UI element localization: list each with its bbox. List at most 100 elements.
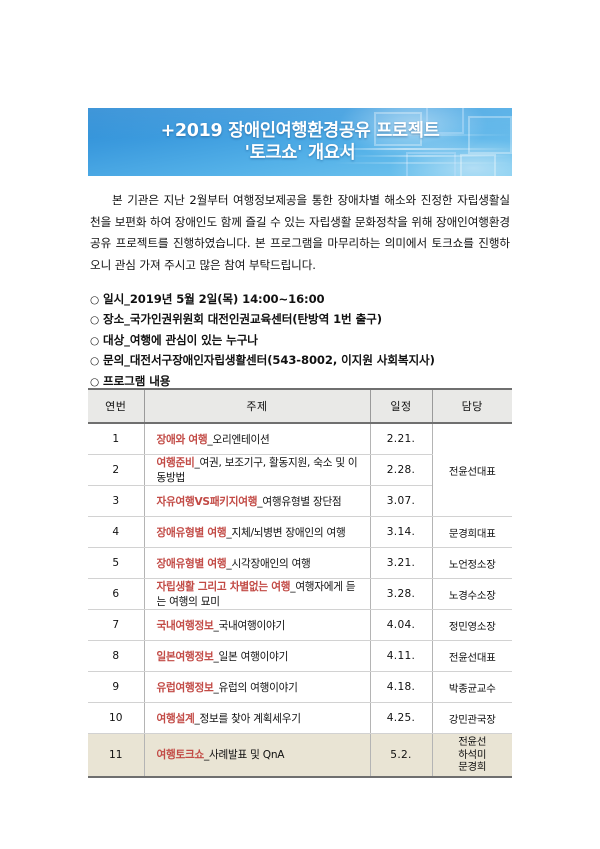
bullet-marker-icon: ○ — [90, 375, 100, 388]
cell-owner: 문경희대표 — [431, 516, 512, 548]
cell-owner: 전윤선대표 — [431, 640, 512, 672]
table-row: 5 장애유형별 여행_시각장애인의 여행 3.21. 노언정소장 — [88, 547, 512, 579]
title-banner: +2019 장애인여행환경공유 프로젝트 '토크쇼' 개요서 — [88, 108, 512, 176]
bullet-text-contact: 문의_대전서구장애인자립생활센터(543-8002, 이지원 사회복지사) — [103, 353, 435, 368]
bullet-text-audience: 대상_여행에 관심이 있는 누구나 — [103, 332, 258, 347]
cell-date: 4.11. — [369, 640, 433, 672]
banner-title-line-1: +2019 장애인여행환경공유 프로젝트 — [160, 121, 440, 141]
cell-owner: 전윤선 하석미 문경희 — [431, 733, 512, 778]
cell-date: 4.04. — [369, 609, 433, 641]
banner-title-line-2: '토크쇼' 개요서 — [244, 143, 356, 163]
topic-detail: _유럽의 여행이야기 — [213, 681, 298, 694]
topic-detail: _여행유형별 장단점 — [257, 495, 342, 508]
cell-no: 7 — [88, 609, 145, 641]
cell-date: 4.18. — [369, 671, 433, 703]
table-body: 1 장애와 여행_오리엔테이션 2.21. 전윤선대표 2 여행준비_여권, 보조기구, … — [88, 423, 512, 778]
cell-topic: 장애유형별 여행_시각장애인의 여행 — [143, 547, 371, 579]
cell-topic: 장애유형별 여행_지체/뇌병변 장애인의 여행 — [143, 516, 371, 548]
table-row: 6 자립생활 그리고 차별없는 여행_여행자에게 듣는 여행의 묘미 3.28. 노경… — [88, 578, 512, 610]
topic-keyword: 국내여행정보 — [156, 619, 214, 632]
table-row: 11 여행토크쇼_사례발표 및 QnA 5.2. 전윤선 하석미 문경희 — [88, 733, 512, 778]
cell-no: 4 — [88, 516, 145, 548]
topic-keyword: 일본여행정보 — [156, 650, 214, 663]
topic-detail: _여행자에게 듣는 여행의 묘미 — [156, 581, 356, 608]
cell-no: 3 — [88, 485, 145, 517]
bullet-marker-icon: ○ — [90, 355, 100, 368]
cell-date: 3.28. — [369, 578, 433, 610]
cell-no: 5 — [88, 547, 145, 579]
owner-name: 하석미 — [458, 748, 487, 761]
cell-topic: 여행토크쇼_사례발표 및 QnA — [143, 733, 371, 778]
topic-keyword: 여행토크쇼 — [156, 749, 205, 762]
cell-topic: 유럽여행정보_유럽의 여행이야기 — [143, 671, 371, 703]
cell-date: 2.21. — [369, 423, 433, 455]
list-item: ○ 문의_대전서구장애인자립생활센터(543-8002, 이지원 사회복지사) — [90, 352, 510, 371]
cell-owner: 노경수소장 — [431, 578, 512, 610]
cell-date: 3.07. — [369, 485, 432, 517]
cell-date: 5.2. — [369, 733, 433, 778]
table-row: 7 국내여행정보_국내여행이야기 4.04. 정민영소장 — [88, 609, 512, 641]
topic-detail: _오리엔테이션 — [207, 433, 270, 446]
cell-no: 9 — [88, 671, 145, 703]
topic-detail: _정보를 찾아 계획세우기 — [194, 712, 302, 725]
table-header-row: 연번 주제 일정 담당 — [88, 388, 512, 424]
cell-topic: 일본여행정보_일본 여행이야기 — [143, 640, 371, 672]
topic-keyword: 여행설계 — [156, 712, 195, 725]
cell-topic: 장애와 여행_오리엔테이션 — [143, 423, 371, 455]
cell-topic: 자립생활 그리고 차별없는 여행_여행자에게 듣는 여행의 묘미 — [143, 578, 371, 610]
topic-keyword: 여행준비 — [156, 457, 195, 469]
topic-keyword: 장애와 여행 — [156, 433, 208, 446]
cell-owner: 강민관국장 — [431, 702, 512, 734]
topic-detail: _사례발표 및 QnA — [203, 749, 285, 762]
column-header-no: 연번 — [88, 388, 145, 424]
topic-detail: _여권, 보조기구, 활동지원, 숙소 및 이동방법 — [156, 457, 358, 484]
cell-topic: 국내여행정보_국내여행이야기 — [143, 609, 371, 641]
program-table-wrapper: 연번 주제 일정 담당 1 장애와 여행_오리엔테이션 2.21. 전윤선대표 2 여행준… — [88, 388, 512, 778]
topic-detail: _시각장애인의 여행 — [226, 557, 311, 570]
cell-no: 1 — [88, 423, 145, 455]
topic-keyword: 자유여행VS패키지여행 — [156, 495, 258, 508]
column-header-date: 일정 — [369, 388, 433, 424]
bullet-text-datetime: 일시_2019년 5월 2일(목) 14:00~16:00 — [103, 292, 325, 306]
list-item: ○ 대상_여행에 관심이 있는 누구나 — [90, 332, 510, 351]
table-row: 2 여행준비_여권, 보조기구, 활동지원, 숙소 및 이동방법 2.28. — [88, 454, 512, 486]
cell-date: 4.25. — [369, 702, 433, 734]
info-bullet-list: ○ 일시_2019년 5월 2일(목) 14:00~16:00 ○ 장소_국가인… — [90, 291, 510, 393]
cell-topic: 자유여행VS패키지여행_여행유형별 장단점 — [143, 485, 371, 517]
bullet-marker-icon: ○ — [90, 314, 100, 327]
bullet-marker-icon: ○ — [90, 334, 100, 347]
table-row: 3 자유여행VS패키지여행_여행유형별 장단점 3.07. — [88, 485, 512, 517]
bullet-marker-icon: ○ — [90, 294, 100, 306]
table-row: 1 장애와 여행_오리엔테이션 2.21. 전윤선대표 — [88, 423, 512, 517]
program-table: 연번 주제 일정 담당 1 장애와 여행_오리엔테이션 2.21. 전윤선대표 2 여행준… — [88, 388, 512, 778]
column-header-topic: 주제 — [143, 388, 371, 424]
banner-title: +2019 장애인여행환경공유 프로젝트 '토크쇼' 개요서 — [88, 108, 512, 176]
cell-no: 8 — [88, 640, 145, 672]
cell-topic: 여행설계_정보를 찾아 계획세우기 — [143, 702, 371, 734]
list-item: ○ 장소_국가인권위원회 대전인권교육센터(탄방역 1번 출구) — [90, 311, 510, 330]
cell-no: 6 — [88, 578, 145, 610]
cell-no: 11 — [88, 733, 145, 778]
column-header-owner: 담당 — [431, 388, 512, 424]
table-row: 8 일본여행정보_일본 여행이야기 4.11. 전윤선대표 — [88, 640, 512, 672]
cell-date: 2.28. — [369, 454, 432, 486]
topic-detail: _일본 여행이야기 — [213, 650, 289, 663]
topic-keyword: 자립생활 그리고 차별없는 여행 — [156, 581, 291, 593]
cell-topic: 여행준비_여권, 보조기구, 활동지원, 숙소 및 이동방법 — [143, 454, 371, 486]
table-row: 10 여행설계_정보를 찾아 계획세우기 4.25. 강민관국장 — [88, 702, 512, 734]
cell-date: 3.21. — [369, 547, 433, 579]
bullet-text-program: 프로그램 내용 — [103, 373, 171, 388]
bullet-text-location: 장소_국가인권위원회 대전인권교육센터(탄방역 1번 출구) — [103, 312, 382, 327]
cell-no: 2 — [88, 454, 145, 486]
table-row: 9 유럽여행정보_유럽의 여행이야기 4.18. 박종균교수 — [88, 671, 512, 703]
list-item: ○ 프로그램 내용 — [90, 373, 510, 392]
table-row: 4 장애유형별 여행_지체/뇌병변 장애인의 여행 3.14. 문경희대표 — [88, 516, 512, 548]
topic-detail: _국내여행이야기 — [213, 619, 286, 632]
table-header: 연번 주제 일정 담당 — [88, 388, 512, 424]
topic-keyword: 장애유형별 여행 — [156, 557, 227, 570]
cell-owner: 박종균교수 — [431, 671, 512, 703]
cell-owner: 전윤선대표 — [431, 423, 512, 517]
cell-owner: 정민영소장 — [431, 609, 512, 641]
intro-paragraph: 본 기관은 지난 2월부터 여행정보제공을 통한 장애차별 해소와 진정한 자립… — [90, 193, 510, 272]
